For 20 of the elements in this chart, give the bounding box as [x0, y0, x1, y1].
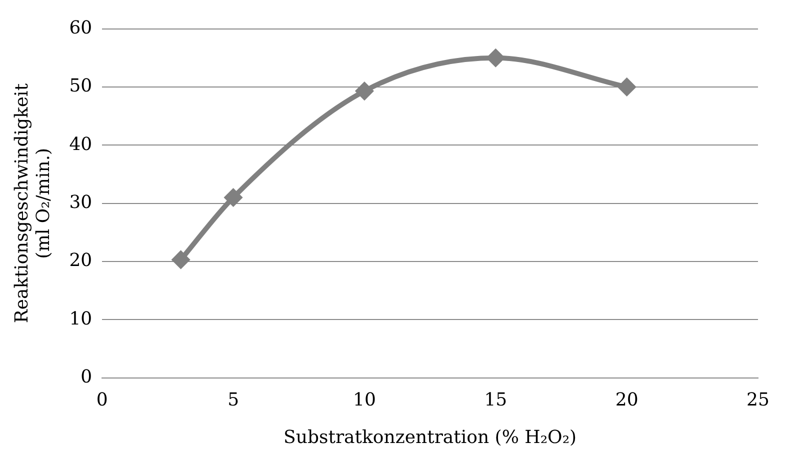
- y-tick-label: 50: [69, 76, 92, 97]
- y-axis-title: Reaktionsgeschwindigkeit (ml O₂/min.): [11, 82, 54, 324]
- x-tick-label: 15: [484, 389, 508, 410]
- y-tick-label: 60: [69, 17, 92, 38]
- x-tick-label: 25: [746, 389, 770, 410]
- x-tick-label: 10: [353, 389, 376, 410]
- x-tick-label: 5: [228, 389, 240, 410]
- y-tick-label: 10: [69, 308, 92, 330]
- point: [618, 78, 636, 96]
- y-tick-label: 20: [69, 250, 92, 272]
- x-tick-label: 0: [96, 389, 108, 410]
- y-tick-label: 30: [69, 192, 92, 213]
- x-tick-label: 20: [615, 389, 638, 410]
- point: [487, 49, 504, 66]
- y-tick-label: 0: [80, 366, 92, 388]
- y-tick-label: 40: [69, 134, 92, 155]
- point: [172, 251, 190, 268]
- x-axis-title: Substratkonzentration (% H₂O₂): [284, 426, 577, 448]
- point: [224, 188, 242, 206]
- point: [356, 82, 373, 100]
